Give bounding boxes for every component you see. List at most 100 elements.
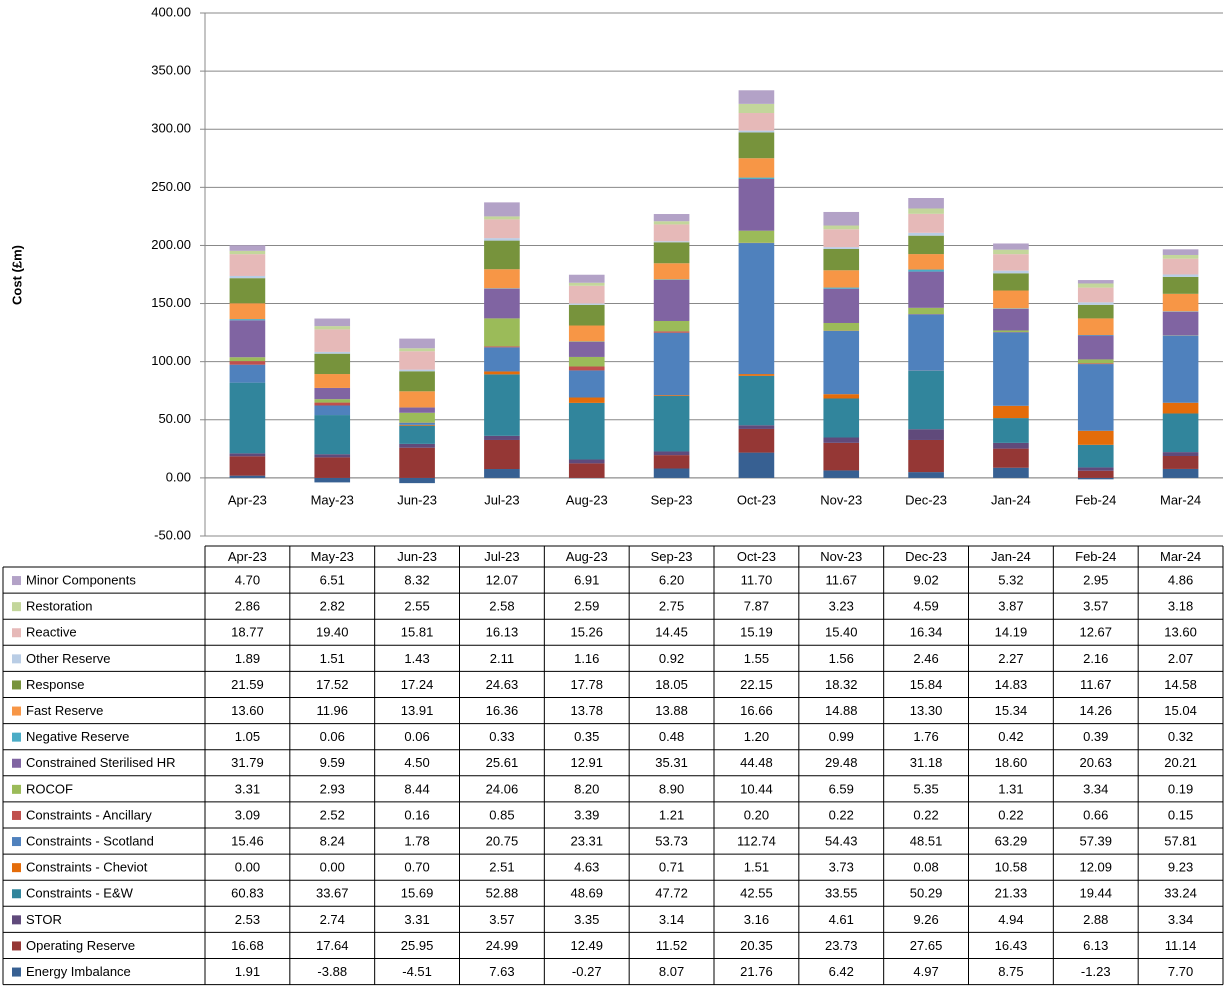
table-cell: 2.88 <box>1083 912 1108 927</box>
bar-segment <box>568 304 605 326</box>
table-header: May-23 <box>311 549 354 564</box>
bar-segment <box>653 332 690 396</box>
bar-segment <box>314 318 351 327</box>
table-cell: 16.66 <box>740 703 773 718</box>
table-cell: 31.79 <box>231 755 264 770</box>
legend-swatch <box>12 732 21 742</box>
bar-segment <box>1162 452 1199 456</box>
table-cell: 19.40 <box>316 625 349 640</box>
table-cell: 1.51 <box>320 651 345 666</box>
bar-segment <box>738 452 775 478</box>
table-cell: 10.58 <box>995 860 1028 875</box>
bar-segment <box>1077 363 1114 365</box>
table-cell: 0.32 <box>1168 729 1193 744</box>
bar-segment <box>908 235 944 255</box>
table-cell: 7.87 <box>744 599 769 614</box>
bar-segment <box>568 274 605 283</box>
legend-swatch <box>12 628 21 638</box>
table-cell: 13.91 <box>401 703 434 718</box>
bar-segment <box>568 285 605 304</box>
y-tick-label: 100.00 <box>151 353 191 368</box>
bar-segment <box>1077 335 1114 360</box>
table-cell: 33.24 <box>1164 886 1197 901</box>
bar-segment <box>229 275 266 279</box>
bar-segment <box>823 322 860 331</box>
bar-segment <box>653 320 690 332</box>
bar-segment <box>568 459 605 464</box>
table-cell: 8.32 <box>404 572 429 587</box>
x-tick-label: Aug-23 <box>566 492 608 507</box>
table-cell: 10.44 <box>740 781 773 796</box>
bar-segment <box>1077 283 1114 288</box>
bar-segment <box>738 425 775 429</box>
table-cell: 1.21 <box>659 807 684 822</box>
bar-segment <box>993 270 1029 274</box>
table-cell: 33.55 <box>825 886 858 901</box>
x-tick-label: Nov-23 <box>820 492 862 507</box>
legend-swatch <box>12 758 21 768</box>
table-cell: 0.22 <box>829 807 854 822</box>
bar-segment <box>993 254 1029 271</box>
bar-segment <box>738 132 775 159</box>
table-cell: 3.14 <box>659 912 684 927</box>
table-cell: 11.14 <box>1165 938 1197 953</box>
table-cell: -3.88 <box>317 964 347 979</box>
table-cell: 9.02 <box>913 572 938 587</box>
table-cell: 4.59 <box>913 599 938 614</box>
table-cell: 14.26 <box>1079 703 1112 718</box>
table-cell: 7.70 <box>1168 964 1193 979</box>
bar-segment <box>314 454 351 458</box>
bar-segment <box>738 103 775 114</box>
table-cell: 16.43 <box>995 938 1028 953</box>
bar-segment <box>738 230 775 243</box>
table-cell: 1.91 <box>235 964 260 979</box>
table-cell: 3.31 <box>404 912 429 927</box>
bar-segment <box>399 424 435 426</box>
table-cell: 53.73 <box>655 833 688 848</box>
table-cell: 1.56 <box>829 651 854 666</box>
table-cell: 4.63 <box>574 860 599 875</box>
table-cell: 16.34 <box>910 625 943 640</box>
bar-segment <box>653 242 690 264</box>
bar-segment <box>568 303 605 305</box>
table-cell: 1.05 <box>235 729 260 744</box>
bar-segment <box>229 382 266 454</box>
table-cell: 13.88 <box>655 703 688 718</box>
table-cell: 0.66 <box>1083 807 1108 822</box>
table-cell: 0.22 <box>998 807 1023 822</box>
legend-label: Energy Imbalance <box>26 964 131 979</box>
table-cell: 3.35 <box>574 912 599 927</box>
x-tick-label: Dec-23 <box>905 492 947 507</box>
table-cell: 8.20 <box>574 781 599 796</box>
table-cell: 15.84 <box>910 677 943 692</box>
table-cell: 16.13 <box>486 625 519 640</box>
bar-segment <box>993 308 1029 331</box>
table-cell: 12.07 <box>486 572 519 587</box>
table-cell: 42.55 <box>740 886 773 901</box>
bar-segment <box>484 288 520 319</box>
table-cell: 16.68 <box>231 938 264 953</box>
bar-segment <box>484 374 520 436</box>
bar-segment <box>1162 311 1199 336</box>
bar-segment <box>229 453 266 457</box>
table-cell: 27.65 <box>910 938 943 953</box>
table-cell: 0.70 <box>404 860 429 875</box>
table-header: Dec-23 <box>905 549 947 564</box>
bar-segment <box>568 356 605 367</box>
table-header: Oct-23 <box>737 549 776 564</box>
table-cell: 3.16 <box>744 912 769 927</box>
bar-segment <box>399 443 435 448</box>
bar-segment <box>908 198 944 209</box>
table-cell: 0.06 <box>404 729 429 744</box>
table-cell: 3.87 <box>998 599 1023 614</box>
bar-segment <box>1162 274 1199 277</box>
table-cell: 0.92 <box>659 651 684 666</box>
bar-segment <box>399 351 435 370</box>
table-cell: 9.23 <box>1168 860 1193 875</box>
table-cell: 54.43 <box>825 833 858 848</box>
table-cell: 14.19 <box>995 625 1028 640</box>
bar-segment <box>823 287 860 289</box>
table-header: Apr-23 <box>228 549 267 564</box>
table-cell: 4.94 <box>998 912 1023 927</box>
table-cell: 14.88 <box>825 703 858 718</box>
